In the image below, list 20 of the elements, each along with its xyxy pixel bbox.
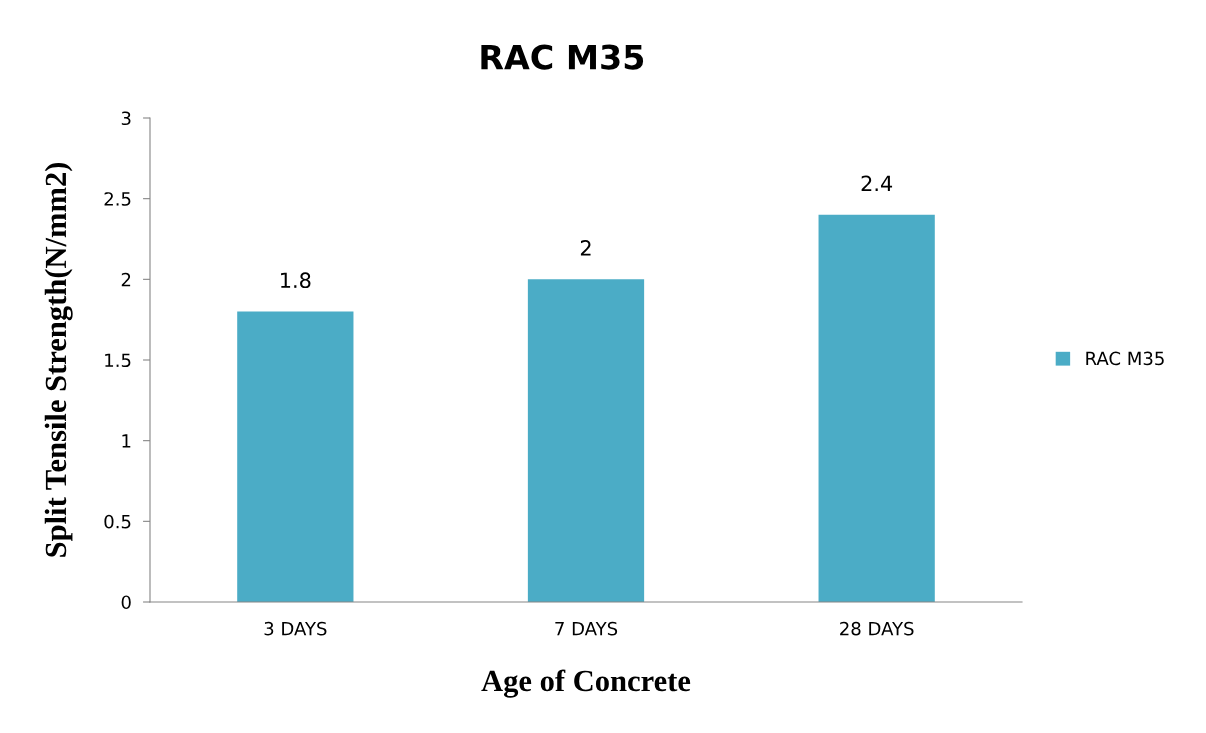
bar bbox=[818, 214, 935, 602]
data-label: 1.8 bbox=[281, 272, 311, 289]
x-tick-label: 28 DAYS bbox=[840, 621, 914, 636]
y-tick-label: 2 bbox=[121, 272, 131, 287]
data-label: 2.4 bbox=[861, 175, 893, 192]
y-tick-label: 2.5 bbox=[104, 192, 131, 206]
y-tick-label: 0 bbox=[121, 595, 131, 610]
y-tick-label: 1 bbox=[122, 434, 131, 448]
data-label: 2 bbox=[580, 240, 591, 256]
x-axis-title: Age of Concrete bbox=[481, 669, 691, 698]
y-tick-label: 3 bbox=[121, 111, 131, 126]
bar bbox=[237, 311, 354, 602]
legend-label: RAC M35 bbox=[1086, 351, 1164, 366]
chart-title: RAC M35 bbox=[481, 44, 644, 70]
y-tick-label: 1.5 bbox=[105, 353, 131, 368]
y-tick-label: 0.5 bbox=[104, 514, 131, 529]
bar bbox=[527, 279, 645, 602]
x-tick-label: 7 DAYS bbox=[555, 621, 618, 636]
y-axis-title: Split Tensile Strength(N/mm2) bbox=[44, 162, 73, 557]
x-tick-label: 3 DAYS bbox=[264, 621, 327, 636]
